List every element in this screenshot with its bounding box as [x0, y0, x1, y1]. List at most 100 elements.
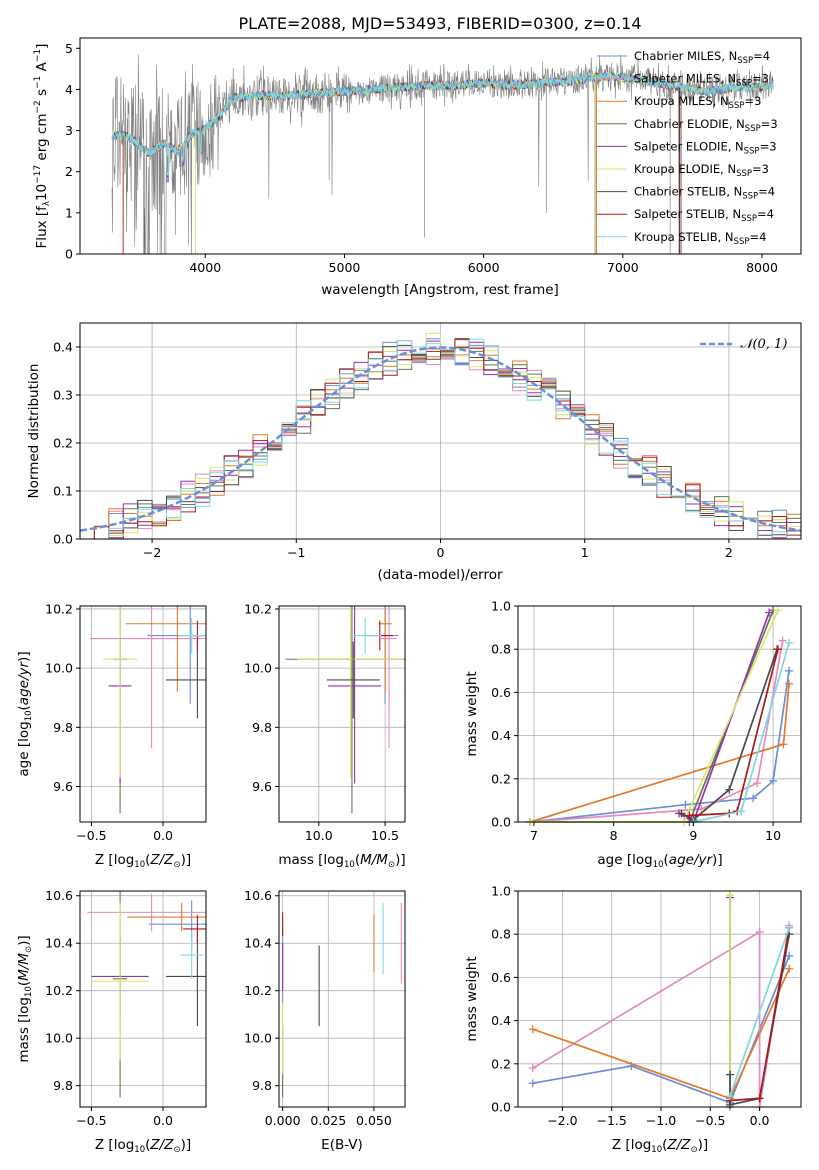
legend-sub: SSP	[736, 169, 752, 179]
weight-vs-metallicity-ytick-label: 0.4	[491, 1013, 511, 1028]
spectrum-xtick-label: 8000	[746, 260, 778, 275]
legend-name: Kroupa STELIB, N	[634, 230, 734, 244]
age-vs-metallicity-ylabel: age [log10(age/yr)]	[16, 651, 34, 776]
legend-name: Chabrier MILES, N	[634, 49, 737, 63]
weight-vs-age-line-salpeter_miles	[529, 640, 784, 823]
weight-vs-metallicity-frame	[517, 890, 802, 1108]
legend-count: =4	[753, 49, 770, 63]
age-vs-metallicity-ytick-label: 9.8	[53, 720, 73, 735]
weight-vs-age-xtick-label: 8	[610, 828, 618, 843]
mass-vs-metallicity-xlabel: Z [log10(Z/Z⊙)]	[95, 1137, 191, 1155]
age-vs-metallicity-panel: −0.5 0.0 9.6 9.8 10.0 10.2 Z [log10(Z/Z⊙)] ag…	[16, 601, 207, 870]
spectrum-xtick-label: 7000	[607, 260, 639, 275]
legend-name: Kroupa ELODIE, N	[634, 162, 736, 176]
weight-vs-age-point-kroupa_stelib	[737, 807, 746, 816]
residuals-ytick-label: 0.2	[53, 436, 73, 451]
age-vs-mass-xtick-label: 10.0	[305, 828, 333, 843]
mass-vs-ebv-ytick-label: 10.4	[244, 936, 272, 951]
legend-count: =3	[752, 162, 769, 176]
mass-vs-ebv-xlabel: E(B-V)	[321, 1137, 363, 1153]
residuals-xtick-label: 2	[725, 545, 733, 560]
weight-vs-metallicity-panel: −2.0 −1.5 −1.0 −0.5 0.0 0.0 0.2 0.4 0.6 0.8 1.0 Z …	[464, 884, 802, 1155]
legend-label-salpeter_miles: Salpeter MILES, NSSP=3	[634, 72, 769, 89]
residuals-ytick-label: 0.3	[53, 388, 73, 403]
spectrum-ytick-label: 2	[65, 164, 73, 179]
legend-label-salpeter_stelib: Salpeter STELIB, NSSP=4	[634, 207, 774, 224]
weight-vs-metallicity-point-kroupa_stelib	[726, 1092, 735, 1101]
legend-label-kroupa_stelib: Kroupa STELIB, NSSP=4	[634, 230, 766, 247]
mass-vs-ebv-ytick-label: 10.0	[244, 1031, 272, 1046]
weight-vs-age-point-kroupa_miles	[785, 679, 794, 688]
spectrum-ytick-label: 5	[65, 41, 73, 56]
weight-vs-metallicity-point-kroupa_miles	[785, 964, 794, 973]
residuals-xtick-label: 1	[581, 545, 589, 560]
mass-vs-metallicity-panel: −0.5 0.0 9.8 10.0 10.2 10.4 10.6 Z [log10(Z/Z⊙…	[16, 888, 207, 1155]
legend-sub: SSP	[742, 192, 758, 202]
legend-name: Salpeter STELIB, N	[634, 207, 741, 221]
residuals-xtick-label: −1	[287, 545, 305, 560]
weight-vs-age-point-chabrier_stelib	[725, 785, 734, 794]
weight-vs-age-line-kroupa_miles	[529, 683, 790, 823]
residuals-ytick-label: 0.1	[53, 484, 73, 499]
weight-vs-metallicity-point-kroupa_stelib	[785, 923, 794, 932]
age-vs-metallicity-xlabel: Z [log10(Z/Z⊙)]	[95, 852, 191, 870]
age-vs-mass-ytick-label: 10.0	[244, 661, 272, 676]
weight-vs-age-ytick-label: 1.0	[491, 599, 511, 614]
weight-vs-age-line-salpeter_elodie	[678, 612, 770, 824]
weight-vs-metallicity-xlabel: Z [log10(Z/Z⊙)]	[612, 1137, 708, 1155]
weight-vs-metallicity-point-salpeter_stelib	[755, 1094, 764, 1103]
residuals-normal-curve	[79, 346, 802, 532]
weight-vs-age-point-chabrier_miles	[749, 794, 758, 803]
residuals-ytick-label: 0.0	[53, 532, 73, 547]
legend-label-kroupa_miles: Kroupa MILES, NSSP=3	[634, 94, 761, 111]
spectrum-ylabel: Flux [fλ10−17 erg cm−2 s−1 A−1]	[33, 44, 52, 249]
figure-title: PLATE=2088, MJD=53493, FIBERID=0300, z=0…	[238, 14, 641, 33]
spectrum-frame	[79, 37, 802, 255]
weight-vs-age-ylabel: mass weight	[464, 671, 480, 756]
weight-vs-age-ytick-label: 0.8	[491, 642, 511, 657]
legend-sub: SSP	[745, 124, 761, 134]
age-vs-mass-frame	[278, 605, 406, 823]
age-vs-metallicity-frame	[79, 605, 207, 823]
age-vs-mass-ytick-label: 10.2	[244, 601, 272, 616]
legend-label-chabrier_miles: Chabrier MILES, NSSP=4	[634, 49, 770, 66]
age-vs-metallicity-ytick-label: 10.0	[45, 661, 73, 676]
spectrum-ytick-label: 4	[65, 82, 73, 97]
age-vs-mass-xlabel: mass [log10(M/M⊙)]	[278, 852, 405, 870]
legend-label-salpeter_elodie: Salpeter ELODIE, NSSP=3	[634, 139, 777, 156]
weight-vs-age-point-chabrier_stelib	[677, 809, 686, 818]
weight-vs-age-point-salpeter_miles	[778, 636, 787, 645]
spectrum-ytick-label: 0	[65, 247, 73, 262]
spectrum-xlabel: wavelength [Angstrom, rest frame]	[321, 282, 559, 298]
mass-vs-metallicity-frame	[79, 890, 207, 1108]
weight-vs-metallicity-point-salpeter_miles	[755, 928, 764, 937]
residuals-frame	[79, 322, 802, 540]
mass-vs-metallicity-ytick-label: 10.2	[45, 983, 73, 998]
mass-vs-ebv-frame	[278, 890, 406, 1108]
spectrum-xtick-label: 5000	[329, 260, 361, 275]
legend-name: Salpeter MILES, N	[634, 72, 736, 86]
weight-vs-age-point-kroupa_miles	[779, 740, 788, 749]
weight-vs-age-frame	[517, 605, 802, 823]
legend-count: =4	[757, 207, 774, 221]
residuals-ytick-label: 0.4	[53, 340, 73, 355]
weight-vs-metallicity-xtick-label: −0.5	[695, 1113, 725, 1128]
legend-normal-label: 𝒩(0, 1)	[740, 337, 787, 352]
spectrum-xtick-label: 6000	[468, 260, 500, 275]
spectrum-ytick-label: 3	[65, 123, 73, 138]
spectrum-model-line	[111, 71, 774, 176]
age-vs-mass-ytick-label: 9.8	[252, 720, 272, 735]
spectrum-ytick-label: 1	[65, 205, 73, 220]
weight-vs-age-point-salpeter_stelib	[685, 811, 694, 820]
weight-vs-metallicity-ylabel: mass weight	[464, 956, 480, 1041]
mass-vs-ebv-ytick-label: 10.6	[244, 888, 272, 903]
mass-vs-ebv-xtick-label: 0.025	[310, 1113, 346, 1128]
mass-vs-metallicity-ytick-label: 10.0	[45, 1031, 73, 1046]
weight-vs-age-point-kroupa_elodie	[773, 606, 782, 615]
residuals-ylabel: Normed distribution	[26, 364, 42, 499]
weight-vs-age-ytick-label: 0.4	[491, 728, 511, 743]
legend-sub: SSP	[734, 237, 750, 247]
weight-vs-age-line-chabrier_elodie	[530, 609, 774, 823]
legend-count: =3	[760, 139, 777, 153]
